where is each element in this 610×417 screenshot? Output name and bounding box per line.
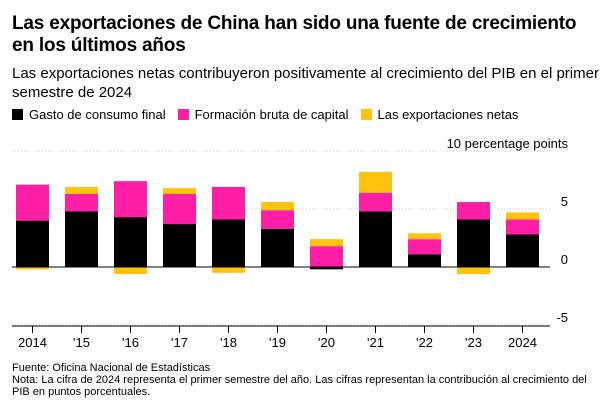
x-tick-label: '23 [465, 335, 482, 350]
y-tick-label: -5 [556, 310, 568, 325]
bar-capital [457, 202, 490, 220]
bar-capital [212, 186, 245, 220]
bar-exportaciones [163, 188, 196, 194]
bar-capital [506, 219, 539, 235]
bar-consumo [457, 219, 490, 267]
bar-exportaciones [310, 239, 343, 247]
bar-capital [114, 181, 147, 218]
source-note: Fuente: Oficina Nacional de Estadísticas [12, 362, 211, 374]
legend-label-consumo: Gasto de consumo final [29, 107, 166, 122]
legend-item-consumo: Gasto de consumo final [12, 107, 166, 122]
bar-exportaciones [506, 212, 539, 220]
legend-label-exportaciones: Las exportaciones netas [377, 107, 519, 122]
bar-consumo [163, 224, 196, 267]
bar-consumo [261, 228, 294, 267]
y-tick-label: 5 [561, 194, 568, 209]
bar-consumo [359, 211, 392, 267]
bar-capital [359, 192, 392, 212]
x-tick-label: 2014 [18, 335, 47, 350]
chart-footer: Fuente: Oficina Nacional de Estadísticas… [12, 362, 602, 398]
bar-capital [261, 210, 294, 229]
legend-item-exportaciones: Las exportaciones netas [360, 107, 519, 122]
bar-capital [16, 184, 49, 221]
bar-capital [163, 193, 196, 225]
x-tick-label: '22 [416, 335, 433, 350]
legend-swatch-capital [177, 109, 189, 120]
bar-exportaciones [114, 267, 147, 274]
bar-consumo [310, 267, 343, 270]
legend-label-capital: Formación bruta de capital [194, 107, 349, 122]
bar-exportaciones [408, 233, 441, 240]
bar-exportaciones [457, 267, 490, 274]
chart-title: Las exportaciones de China han sido una … [12, 13, 577, 56]
bar-capital [65, 193, 98, 212]
x-tick-label: '21 [367, 335, 384, 350]
bar-capital [408, 239, 441, 255]
chart-legend: Gasto de consumo final Formación bruta d… [12, 107, 530, 122]
bar-consumo [16, 220, 49, 267]
bar-consumo [114, 217, 147, 267]
bar-consumo [212, 219, 245, 267]
x-tick-label: '17 [171, 335, 188, 350]
x-tick-label: '18 [220, 335, 237, 350]
bar-exportaciones [212, 267, 245, 273]
bar-capital [310, 246, 343, 267]
legend-swatch-consumo [12, 109, 23, 120]
bar-consumo [65, 211, 98, 267]
bar-exportaciones [359, 171, 392, 193]
legend-item-capital: Formación bruta de capital [177, 107, 349, 122]
bar-consumo [506, 234, 539, 267]
legend-swatch-exportaciones [360, 109, 372, 120]
bar-exportaciones [65, 186, 98, 194]
bar-consumo [408, 254, 441, 267]
x-tick-label: '19 [269, 335, 286, 350]
x-tick-label: '16 [122, 335, 139, 350]
bar-exportaciones [261, 202, 294, 211]
bar-exportaciones [16, 267, 49, 270]
x-tick-label: '15 [73, 335, 90, 350]
chart-subtitle: Las exportaciones netas contribuyeron po… [12, 65, 599, 101]
y-tick-label: 10 percentage points [447, 136, 569, 151]
x-tick-label: 2024 [508, 335, 537, 350]
y-tick-label: 0 [561, 252, 568, 267]
footnote: Nota: La cifra de 2024 representa el pri… [12, 374, 587, 398]
x-tick-label: '20 [318, 335, 335, 350]
